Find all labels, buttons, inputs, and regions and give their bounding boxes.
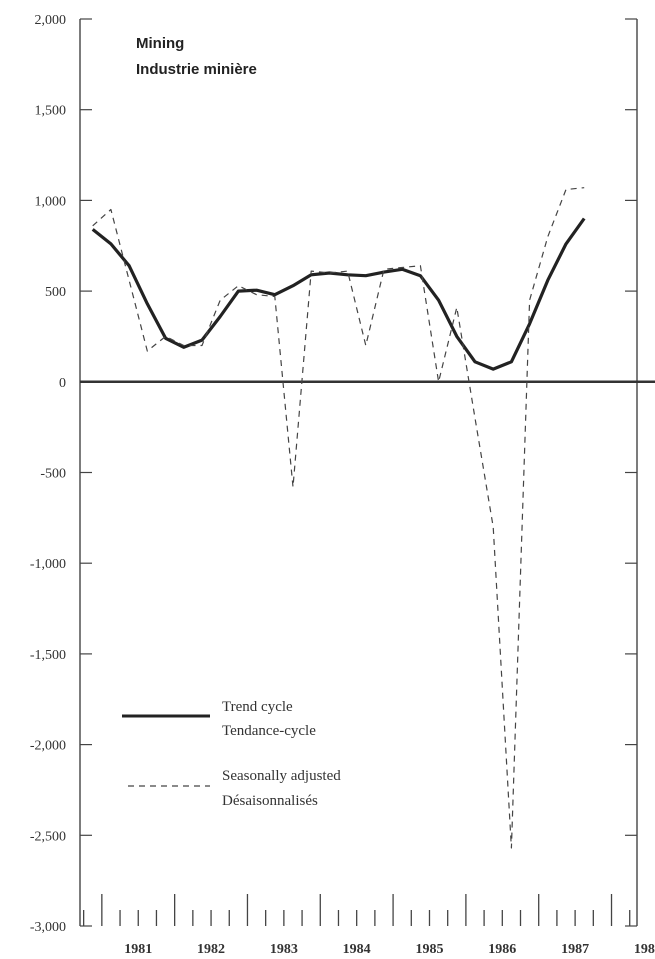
y-tick-label: -2,500 (30, 829, 66, 844)
y-tick-label: 500 (45, 285, 66, 300)
y-tick-label: -1,500 (30, 648, 66, 663)
legend-label-trend: Trend cycle (222, 699, 293, 715)
x-tick-label: 1985 (415, 942, 443, 957)
x-tick-label: 1986 (488, 942, 516, 957)
y-tick-label: -3,000 (30, 920, 66, 935)
y-tick-label: 1,000 (35, 194, 67, 209)
y-tick-label: -500 (40, 467, 66, 482)
x-tick-label: 1983 (270, 942, 298, 957)
y-tick-label: -2,000 (30, 739, 66, 754)
chart-title: Mining (136, 35, 184, 52)
y-tick-label: -1,000 (30, 557, 66, 572)
x-tick-label: 1981 (124, 942, 152, 957)
series-line-trend (91, 217, 586, 371)
x-tick-label: 1984 (343, 942, 371, 957)
series-line-adjusted (92, 187, 585, 849)
series-group (91, 187, 586, 849)
y-tick-label: 2,000 (35, 13, 67, 28)
legend: Trend cycle Tendance-cycle Seasonally ad… (122, 699, 341, 809)
x-tick-label: 1988 (634, 942, 655, 957)
x-tick-label: 1982 (197, 942, 225, 957)
y-tick-label: 1,500 (35, 104, 67, 119)
x-axis: 1981 1982 1983 1984 1985 1986 1987 1988 (82, 894, 655, 957)
legend-label-adjusted: Seasonally adjusted (222, 768, 341, 784)
legend-label-trend-fr: Tendance-cycle (222, 723, 316, 739)
chart-subtitle: Industrie minière (136, 61, 257, 78)
x-tick-label: 1987 (561, 942, 589, 957)
plot-frame (79, 19, 638, 926)
legend-label-adjusted-fr: Désaisonnalisés (222, 793, 318, 809)
y-axis: 2,000 1,500 1,000 500 0 -500 -1,000 -1,500 -2,00… (30, 13, 655, 935)
y-tick-label: 0 (59, 376, 66, 391)
